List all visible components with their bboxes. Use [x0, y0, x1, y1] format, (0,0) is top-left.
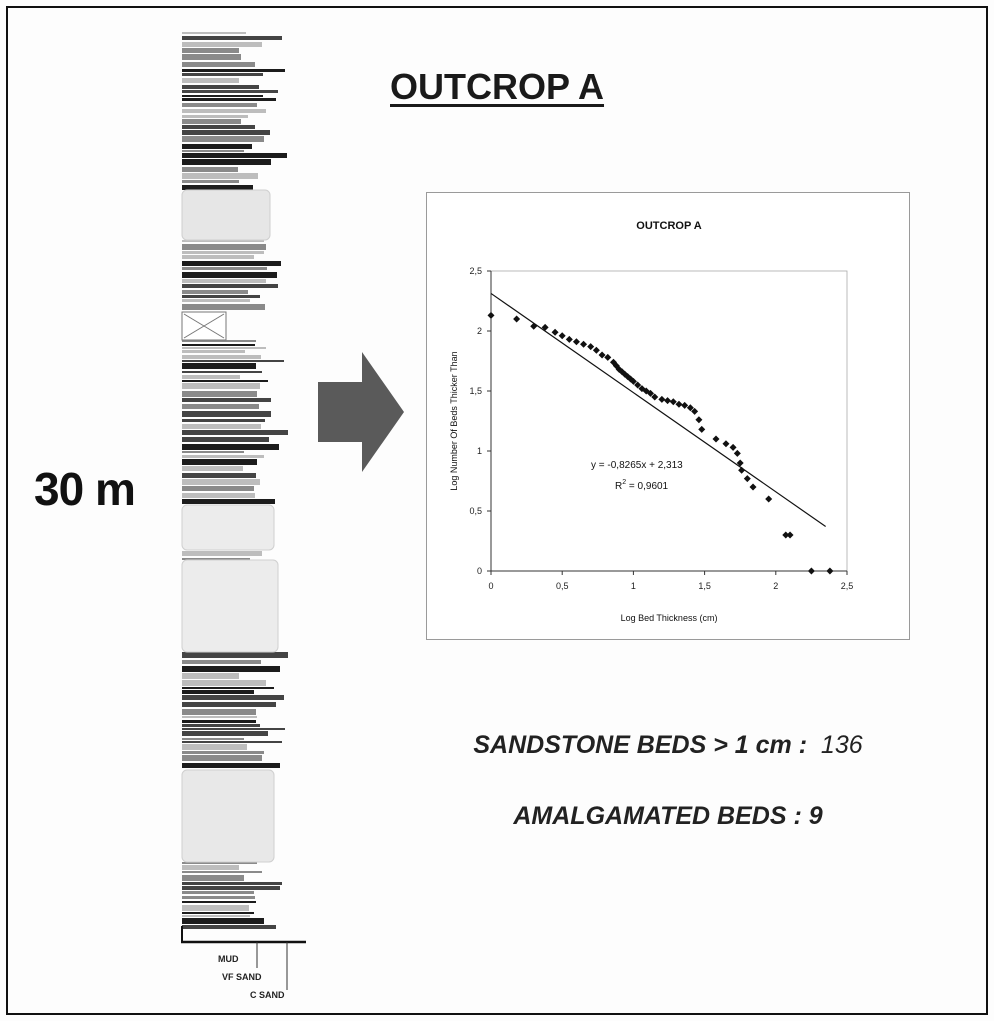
data-point: [782, 531, 790, 539]
data-point: [733, 449, 741, 457]
figure-frame: [6, 6, 988, 1015]
data-point: [743, 475, 751, 483]
y-tick-label: 2,5: [469, 266, 482, 276]
data-point: [646, 389, 654, 397]
data-point: [749, 483, 757, 491]
r-squared-label: R2 = 0,9601: [615, 479, 669, 492]
scatter-chart: OUTCROP A 0 0,5 1 1,5 2 2,5 0 0,5 1 1,5 2 2,5 Log B…: [449, 220, 853, 623]
y-tick-label: 1: [477, 446, 482, 456]
data-point: [565, 335, 573, 343]
y-tick-label: 0,5: [469, 506, 482, 516]
y-tick-label: 0: [477, 566, 482, 576]
covered-interval-mark: [181, 311, 227, 341]
data-point: [651, 393, 659, 401]
x-tick-label: 2: [773, 581, 778, 591]
data-point: [558, 332, 566, 340]
data-point: [629, 377, 637, 385]
data-point: [487, 311, 495, 319]
data-point: [621, 370, 629, 378]
log-beds: [181, 32, 288, 929]
x-tick-label: 0: [488, 581, 493, 591]
scale-label: 30 m: [34, 463, 136, 515]
y-tick-label: 2: [477, 326, 482, 336]
chart-title: OUTCROP A: [636, 220, 701, 232]
log-grain-size-axis: [181, 926, 306, 990]
data-point: [669, 398, 677, 406]
data-point: [541, 323, 549, 331]
sandstone-beds-value: 136: [820, 731, 863, 759]
trendline: [490, 292, 826, 528]
page-title: OUTCROP A: [390, 66, 605, 107]
right-arrow-icon: [318, 352, 404, 472]
legend-vf-sand-label: VF SAND: [222, 972, 262, 982]
y-tick-label: 1,5: [469, 386, 482, 396]
data-points: [487, 311, 834, 575]
sandstone-beds-label: SANDSTONE BEDS > 1 cm :: [473, 731, 808, 759]
data-point: [686, 404, 694, 412]
data-point: [658, 395, 666, 403]
amalgamated-beds-label: AMALGAMATED BEDS :: [513, 802, 802, 830]
data-point: [598, 351, 606, 359]
data-point: [580, 340, 588, 348]
data-point: [592, 346, 600, 354]
data-point: [736, 459, 744, 467]
data-point: [615, 365, 623, 373]
plot-area: [490, 270, 848, 572]
sandstone-beds-stat: SANDSTONE BEDS > 1 cm : 136: [426, 731, 910, 760]
trendline-equation: y = -0,8265x + 2,313: [591, 460, 683, 471]
data-point: [551, 328, 559, 336]
x-tick-label: 0,5: [556, 581, 569, 591]
data-point: [604, 353, 612, 361]
data-point: [695, 416, 703, 424]
data-point: [634, 381, 642, 389]
chart-axes: 0 0,5 1 1,5 2 2,5 0 0,5 1 1,5 2 2,5: [469, 266, 853, 591]
data-point: [712, 435, 720, 443]
data-point: [722, 440, 730, 448]
x-tick-label: 2,5: [841, 581, 854, 591]
trendline-group: [490, 292, 826, 528]
data-point: [738, 466, 746, 474]
amalgamated-beds-stat: AMALGAMATED BEDS : 9: [426, 802, 910, 831]
data-point: [513, 315, 521, 323]
amalgamated-beds-value: 9: [808, 802, 823, 830]
data-point: [691, 407, 699, 415]
data-point: [587, 343, 595, 351]
data-point: [530, 322, 538, 330]
data-point: [786, 531, 794, 539]
legend-mud-label: MUD: [218, 954, 239, 964]
data-point: [572, 338, 580, 346]
data-point: [664, 397, 672, 405]
data-point: [765, 495, 773, 503]
data-point: [681, 401, 689, 409]
y-axis-label: Log Number Of Beds Thicker Than: [449, 351, 459, 490]
data-point: [698, 425, 706, 433]
data-point: [675, 400, 683, 408]
x-tick-label: 1,5: [698, 581, 711, 591]
chart-panel: OUTCROP A 0 0,5 1 1,5 2 2,5 0 0,5 1 1,5 2 2,5 Log B…: [426, 192, 910, 640]
data-point: [729, 443, 737, 451]
x-axis-label: Log Bed Thickness (cm): [621, 613, 718, 623]
data-point: [826, 567, 834, 575]
legend-c-sand-label: C SAND: [250, 990, 285, 1000]
data-point: [807, 567, 815, 575]
x-tick-label: 1: [631, 581, 636, 591]
